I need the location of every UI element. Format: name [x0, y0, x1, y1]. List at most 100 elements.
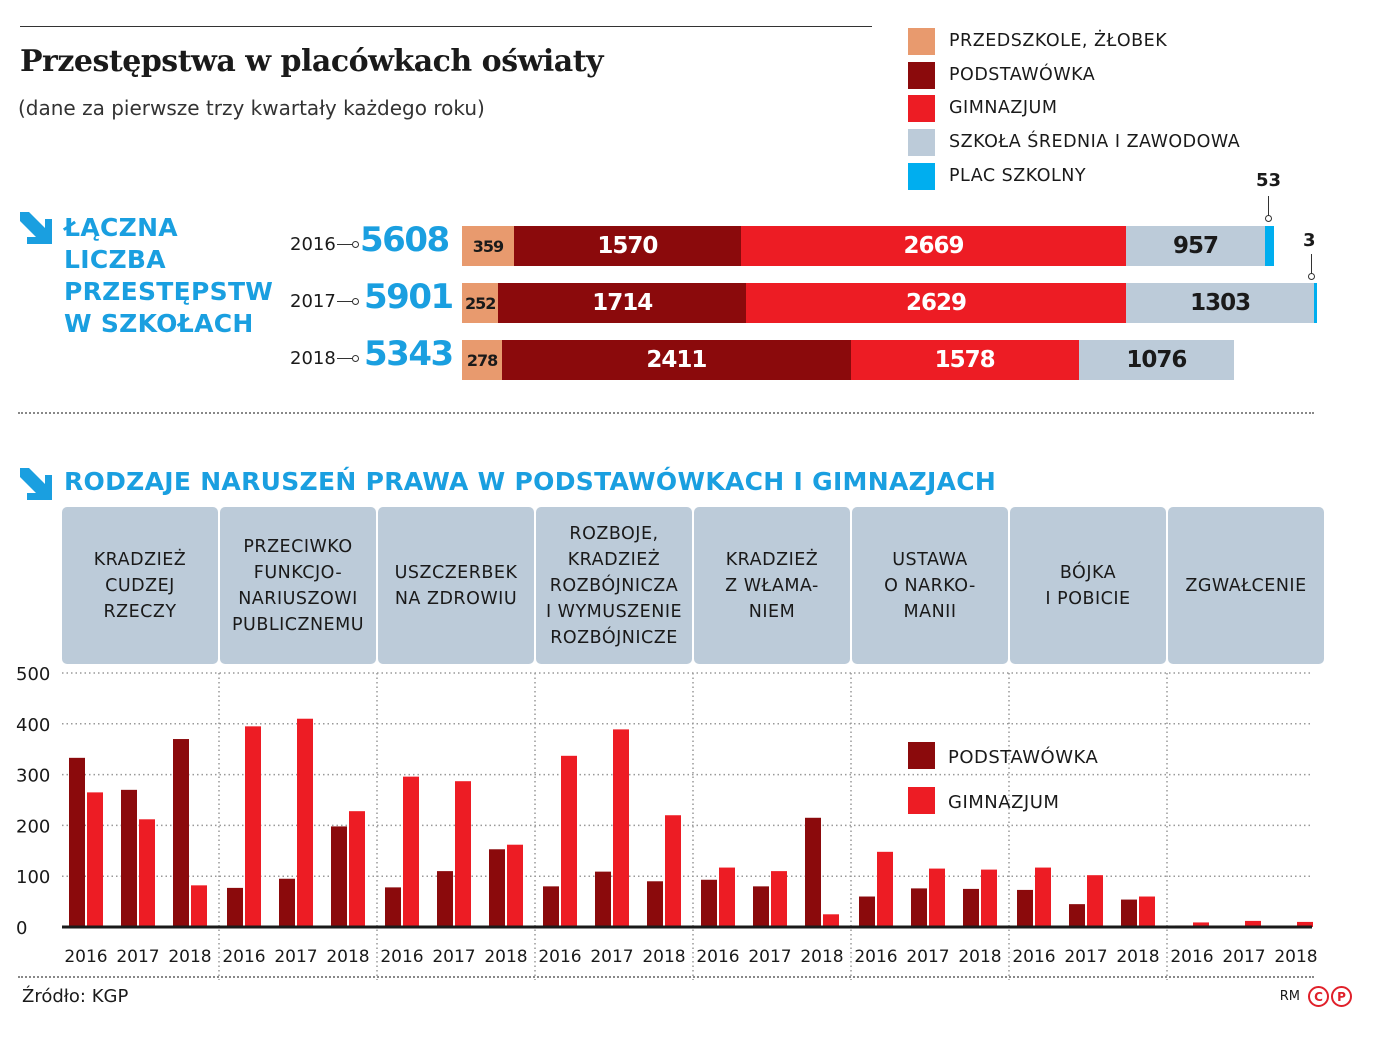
bar	[823, 914, 839, 927]
y-tick-label: 500	[16, 664, 50, 685]
bar	[647, 881, 663, 927]
bar	[1193, 922, 1209, 927]
section1-heading-line: W SZKOŁACH	[64, 309, 254, 338]
section1-heading-line: PRZESTĘPSTW	[64, 277, 274, 306]
segment-label: 278	[466, 350, 498, 370]
x-tick-label: 2018	[326, 947, 369, 967]
bar	[1087, 875, 1103, 927]
stacked-segment: 1570	[513, 226, 741, 266]
legend-label: GIMNAZJUM	[948, 792, 1059, 813]
segment-label: 2669	[903, 233, 965, 259]
x-tick-label: 2018	[958, 947, 1001, 967]
bar	[139, 819, 155, 927]
stacked-segment: 278	[462, 340, 503, 380]
category-header: ZGWAŁCENIE	[1168, 507, 1324, 664]
bar	[1297, 921, 1313, 927]
bar	[297, 718, 313, 927]
stacked-segment: 1076	[1078, 340, 1235, 380]
bar	[1121, 899, 1137, 927]
bar	[489, 849, 505, 927]
bar	[877, 851, 893, 927]
callout-label: 53	[1256, 170, 1282, 191]
cp-logo-p: P	[1331, 986, 1352, 1007]
x-tick-label: 2018	[642, 947, 685, 967]
segment-label: 2629	[906, 290, 967, 316]
arrow-down-right-icon	[20, 212, 52, 244]
segment-label: 957	[1173, 233, 1219, 259]
bar	[771, 871, 787, 927]
year-connector	[337, 358, 355, 359]
x-tick-label: 2016	[696, 947, 739, 967]
bar	[1035, 867, 1051, 927]
stacked-segment	[1264, 226, 1274, 266]
bar	[1139, 896, 1155, 927]
bar	[665, 815, 681, 927]
bar	[805, 817, 821, 927]
bar	[507, 844, 523, 927]
x-tick-label: 2016	[380, 947, 423, 967]
year-connector-dot	[352, 241, 359, 248]
x-tick-label: 2018	[800, 947, 843, 967]
x-tick-label: 2017	[432, 947, 475, 967]
bar	[331, 826, 347, 927]
segment-label: 1076	[1126, 347, 1187, 373]
category-header: PRZECIWKO FUNKCJO- NARIUSZOWI PUBLICZNEM…	[220, 507, 376, 664]
year-label: 2017	[290, 291, 336, 312]
callout-dot	[1308, 273, 1315, 280]
bar	[595, 871, 611, 927]
stacked-segment: 957	[1126, 226, 1265, 266]
bar	[753, 886, 769, 927]
bar	[1245, 920, 1261, 927]
legend-swatch	[908, 162, 935, 190]
y-tick-label: 0	[16, 918, 27, 939]
callout-label: 3	[1303, 230, 1316, 251]
bar	[279, 878, 295, 927]
x-tick-label: 2017	[274, 947, 317, 967]
bar	[719, 867, 735, 927]
bar	[349, 811, 365, 927]
bar	[173, 739, 189, 927]
stacked-segment: 359	[462, 226, 514, 266]
y-tick-label: 100	[16, 867, 50, 888]
stacked-segment: 2629	[746, 283, 1126, 323]
segment-label: 359	[472, 236, 504, 256]
source-note: Źródło: KGP	[22, 986, 129, 1007]
top-rule	[20, 26, 872, 27]
year-connector-dot	[352, 298, 359, 305]
segment-label: 252	[464, 293, 496, 313]
bar	[87, 792, 103, 927]
year-label: 2016	[290, 234, 336, 255]
x-tick-label: 2016	[854, 947, 897, 967]
bar	[929, 868, 945, 927]
year-connector	[337, 301, 355, 302]
stacked-segment: 2411	[502, 340, 851, 380]
section1-heading-line: ŁĄCZNA	[64, 213, 178, 242]
legend-swatch	[908, 27, 935, 55]
bar	[701, 879, 717, 927]
category-header: USZCZERBEK NA ZDROWIU	[378, 507, 534, 664]
year-connector	[337, 244, 355, 245]
legend-label: PODSTAWÓWKA	[949, 65, 1096, 85]
x-tick-label: 2018	[1116, 947, 1159, 967]
x-tick-label: 2016	[222, 947, 265, 967]
arrow-down-right-icon	[20, 468, 52, 500]
year-label: 2018	[290, 348, 336, 369]
legend-label: PODSTAWÓWKA	[948, 746, 1098, 768]
credit: RM C P	[1280, 986, 1352, 1007]
category-header: BÓJKA I POBICIE	[1010, 507, 1166, 664]
category-header: ROZBOJE, KRADZIEŻ ROZBÓJNICZA I WYMUSZEN…	[536, 507, 692, 664]
x-tick-label: 2017	[116, 947, 159, 967]
x-tick-label: 2016	[64, 947, 107, 967]
y-tick-label: 200	[16, 816, 50, 837]
grouped-bar-chart: 500 400 300 200 100 0 2016 2017 2018 2016 2017 2018…	[16, 664, 1318, 980]
segment-label: 1714	[592, 290, 653, 316]
legend-swatch	[908, 94, 935, 122]
legend-label: SZKOŁA ŚREDNIA I ZAWODOWA	[949, 132, 1241, 152]
chart-title: Przestępstwa w placówkach oświaty	[20, 44, 604, 79]
bar	[911, 888, 927, 927]
callout-line	[1311, 254, 1312, 276]
year-total: 5901	[364, 277, 454, 317]
x-tick-label: 2016	[1012, 947, 1055, 967]
bar	[859, 896, 875, 927]
legend-item: PLAC SZKOLNY	[908, 162, 1086, 190]
